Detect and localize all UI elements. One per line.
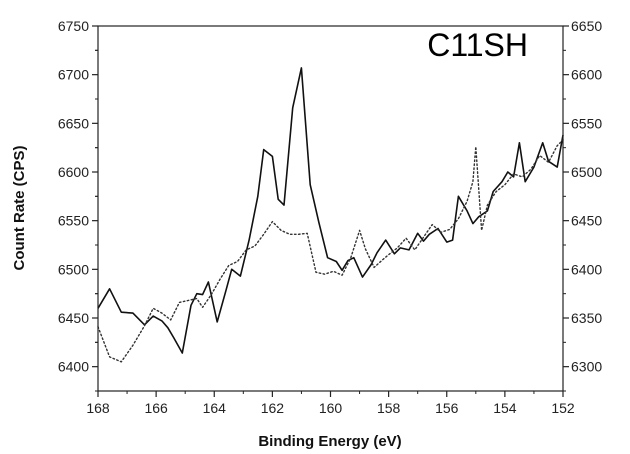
y-right-tick-label: 6350 [571,310,602,326]
y-right-tick-label: 6600 [571,67,602,83]
x-tick-label: 152 [551,400,575,416]
y-right-tick-label: 6400 [571,261,602,277]
series-layer [97,67,564,363]
x-axis-label: Binding Energy (eV) [258,433,401,450]
y-right-tick-label: 6300 [571,359,602,375]
x-tick-label: 162 [261,400,285,416]
x-tick-label: 154 [493,400,517,416]
x-tick-label: 156 [435,400,459,416]
y-right-tick-label: 6500 [571,164,602,180]
series-dotted-line [97,139,564,363]
y-left-tick-label: 6650 [58,115,89,131]
y-left-tick-label: 6450 [58,310,89,326]
plot-frame [97,25,564,392]
x-tick-label: 158 [377,400,401,416]
x-tick-label: 164 [203,400,227,416]
y-left-tick-label: 6400 [58,359,89,375]
y-left-tick-label: 6550 [58,213,89,229]
y-left-tick-label: 6600 [58,164,89,180]
y-left-tick-label: 6700 [58,67,89,83]
y-right-tick-label: 6550 [571,115,602,131]
y-left-tick-label: 6750 [58,18,89,34]
x-tick-label: 166 [144,400,168,416]
ticks-layer: 168 166 164 162 160 158 156 154 152 6400 6450 6500 6… [58,18,603,416]
y-axis-label: Count Rate (CPS) [11,146,28,271]
chart-annotation: C11SH [427,27,528,63]
y-right-tick-label: 6650 [571,18,602,34]
x-tick-label: 168 [86,400,110,416]
x-tick-label: 160 [319,400,343,416]
series-solid-line [97,67,564,354]
y-left-tick-label: 6500 [58,261,89,277]
y-right-tick-label: 6450 [571,213,602,229]
